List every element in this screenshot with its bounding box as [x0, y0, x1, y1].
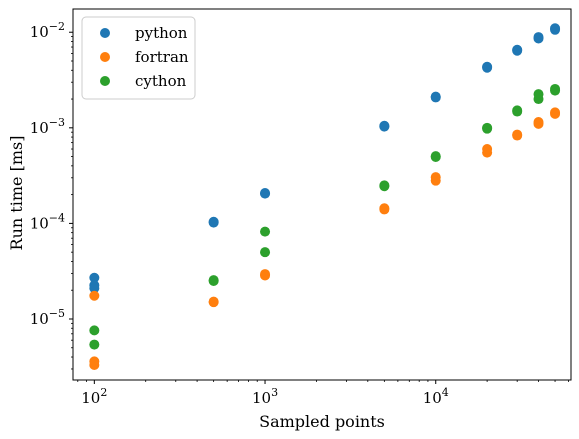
- x-axis-ticks: 102 103 104: [81, 380, 449, 407]
- x-tick-base: 10: [423, 389, 442, 407]
- y-tick-base: 10: [30, 214, 49, 232]
- y-tick-exponent: −5: [49, 307, 65, 320]
- y-tick-exponent: −3: [49, 116, 65, 129]
- y-axis-label: Run time [ms]: [7, 136, 26, 251]
- y-tick-base: 10: [30, 119, 49, 137]
- legend-label: fortran: [135, 48, 189, 66]
- legend-label: cython: [135, 72, 187, 90]
- data-point-cython: [430, 151, 441, 162]
- x-tick-exponent: 3: [271, 386, 278, 399]
- data-point-python: [89, 283, 100, 294]
- y-tick-base: 10: [30, 310, 49, 328]
- x-tick-exponent: 4: [442, 386, 449, 399]
- series-fortran: [89, 107, 561, 371]
- legend-marker: [100, 28, 110, 38]
- y-tick-label: 10−5: [30, 307, 65, 328]
- data-point-cython: [482, 122, 493, 133]
- y-tick-exponent: −2: [49, 20, 65, 33]
- legend-frame: [81, 16, 196, 100]
- x-tick-label: 104: [423, 386, 449, 407]
- data-point-python: [260, 188, 271, 199]
- data-point-fortran: [482, 144, 493, 155]
- data-point-cython: [89, 339, 100, 350]
- data-point-cython: [260, 247, 271, 258]
- data-point-cython: [550, 83, 561, 94]
- y-tick-label: 10−3: [30, 116, 65, 137]
- legend: python fortran cython: [81, 16, 196, 100]
- data-point-fortran: [550, 107, 561, 118]
- data-point-cython: [260, 226, 271, 237]
- legend-label: python: [135, 24, 188, 42]
- data-points: [89, 23, 561, 371]
- data-point-cython: [512, 105, 523, 116]
- data-point-python: [550, 23, 561, 34]
- legend-entry-fortran: fortran: [100, 48, 189, 66]
- x-tick-exponent: 2: [100, 386, 107, 399]
- data-point-python: [533, 32, 544, 43]
- x-axis-label: Sampled points: [259, 412, 385, 431]
- legend-marker: [100, 52, 110, 62]
- data-point-python: [512, 44, 523, 55]
- data-point-cython: [533, 89, 544, 100]
- legend-entry-python: python: [100, 24, 188, 42]
- data-point-fortran: [430, 172, 441, 183]
- data-point-fortran: [533, 117, 544, 128]
- x-tick-base: 10: [81, 389, 100, 407]
- data-point-fortran: [208, 296, 219, 307]
- data-point-fortran: [512, 129, 523, 140]
- y-tick-label: 10−2: [30, 20, 65, 41]
- data-point-fortran: [89, 290, 100, 301]
- series-cython: [89, 83, 561, 350]
- data-point-python: [89, 272, 100, 283]
- data-point-cython: [208, 275, 219, 286]
- x-tick-label: 102: [81, 386, 107, 407]
- y-tick-exponent: −4: [49, 211, 65, 224]
- data-point-python: [430, 91, 441, 102]
- legend-marker: [100, 76, 110, 86]
- data-point-cython: [379, 180, 390, 191]
- data-point-cython: [89, 325, 100, 336]
- data-point-python: [379, 120, 390, 131]
- legend-entry-cython: cython: [100, 72, 187, 90]
- y-tick-label: 10−4: [30, 211, 65, 232]
- data-point-fortran: [89, 360, 100, 371]
- y-axis-ticks: 10−510−410−310−2: [30, 20, 73, 328]
- series-python: [89, 23, 561, 294]
- minor-ticks: [71, 36, 569, 382]
- x-tick-label: 103: [252, 386, 278, 407]
- data-point-python: [482, 61, 493, 72]
- data-point-fortran: [379, 203, 390, 214]
- x-tick-base: 10: [252, 389, 271, 407]
- data-point-fortran: [260, 269, 271, 280]
- y-tick-base: 10: [30, 23, 49, 41]
- data-point-python: [208, 216, 219, 227]
